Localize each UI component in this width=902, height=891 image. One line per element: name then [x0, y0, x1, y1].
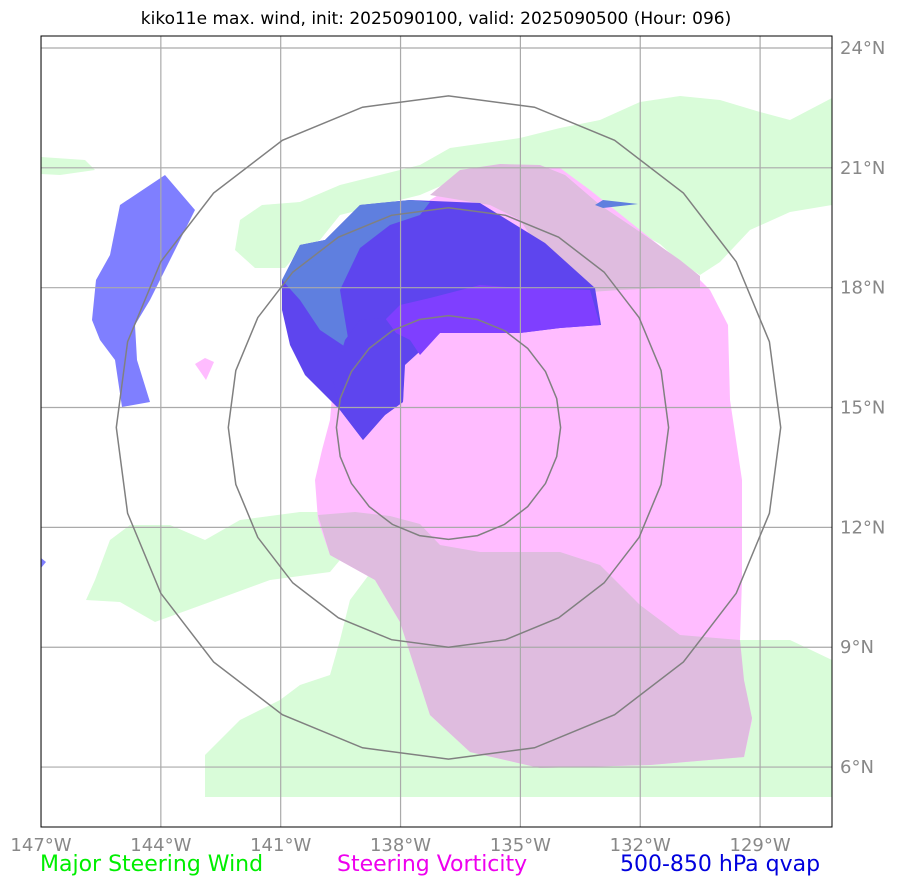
- longitude-label: 132°W: [610, 835, 671, 856]
- overlap-north: [430, 164, 700, 292]
- longitude-label: 141°W: [250, 835, 311, 856]
- latitude-tick-labels: 24°N 21°N 18°N 15°N 12°N 9°N 6°N: [840, 38, 885, 778]
- longitude-tick-labels: 147°W 144°W 141°W 138°W 135°W 132°W 129°W: [10, 835, 790, 856]
- latitude-label: 24°N: [840, 38, 885, 59]
- longitude-label: 147°W: [10, 835, 71, 856]
- range-ring: [335, 314, 562, 541]
- latitude-label: 9°N: [840, 637, 874, 658]
- latitude-label: 18°N: [840, 278, 885, 299]
- range-rings: [115, 95, 782, 760]
- longitude-label: 135°W: [490, 835, 551, 856]
- longitude-label: 129°W: [730, 835, 791, 856]
- latitude-label: 15°N: [840, 398, 885, 419]
- vorticity-spot-west: [195, 358, 214, 380]
- legend-qvap: 500-850 hPa qvap: [620, 852, 821, 877]
- latitude-label: 6°N: [840, 757, 874, 778]
- qvap-spot-west-edge: [41, 558, 46, 568]
- map-frame: [40, 35, 833, 828]
- qvap-overlap-vorticity-south: [333, 318, 405, 440]
- range-ring: [115, 95, 782, 760]
- graticule: [41, 36, 832, 827]
- qvap-spot-northeast: [595, 200, 638, 208]
- latitude-label: 12°N: [840, 517, 885, 538]
- qvap-overlap-wind: [282, 200, 430, 350]
- qvap-west-band: [92, 175, 195, 407]
- wind-region-north: [41, 157, 95, 175]
- legend-steering-wind: Major Steering Wind: [40, 852, 264, 877]
- legend-steering-vorticity: Steering Vorticity: [337, 852, 528, 877]
- wind-region-south: [205, 560, 832, 797]
- qvap-layer: [41, 175, 638, 568]
- range-ring: [227, 207, 670, 648]
- latitude-label: 21°N: [840, 158, 885, 179]
- overlap-south: [318, 512, 752, 768]
- longitude-label: 138°W: [370, 835, 431, 856]
- longitude-label: 144°W: [130, 835, 191, 856]
- qvap-overlap-vorticity: [380, 285, 600, 355]
- wind-region-northeast: [235, 96, 832, 275]
- map-title: kiko11e max. wind, init: 2025090100, val…: [140, 9, 732, 29]
- wind-vorticity-overlap-layer: [318, 164, 752, 768]
